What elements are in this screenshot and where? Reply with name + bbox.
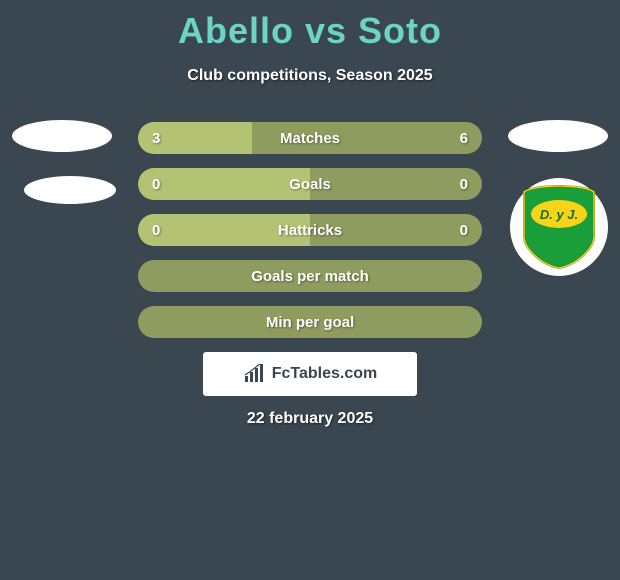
stat-row-matches: 3 Matches 6	[138, 122, 482, 154]
date-text: 22 february 2025	[247, 410, 373, 428]
stat-fill	[138, 168, 310, 200]
stat-label: Goals	[289, 176, 331, 193]
stat-label: Goals per match	[251, 268, 369, 285]
stat-left-value: 0	[152, 222, 160, 239]
stat-right-value: 0	[460, 176, 468, 193]
fctables-branding: FcTables.com	[203, 352, 417, 396]
stat-row-min-per-goal: Min per goal	[138, 306, 482, 338]
chart-icon	[243, 364, 267, 384]
stat-left-value: 3	[152, 130, 160, 147]
stat-left-value: 0	[152, 176, 160, 193]
svg-text:D. y J.: D. y J.	[540, 207, 578, 222]
fctables-label: FcTables.com	[272, 365, 378, 383]
stat-row-goals-per-match: Goals per match	[138, 260, 482, 292]
player-left-avatar-placeholder-1	[12, 120, 112, 152]
shield-icon: D. y J.	[520, 184, 598, 270]
stat-right-value: 0	[460, 222, 468, 239]
stat-row-hattricks: 0 Hattricks 0	[138, 214, 482, 246]
stat-label: Min per goal	[266, 314, 354, 331]
stat-label: Matches	[280, 130, 340, 147]
player-left-avatar-placeholder-2	[24, 176, 116, 204]
stat-row-goals: 0 Goals 0	[138, 168, 482, 200]
stat-right-value: 6	[460, 130, 468, 147]
stats-container: 3 Matches 6 0 Goals 0 0 Hattricks 0 Goal…	[138, 122, 482, 352]
team-badge: D. y J.	[510, 178, 608, 276]
subtitle: Club competitions, Season 2025	[0, 67, 620, 85]
stat-label: Hattricks	[278, 222, 342, 239]
page-title: Abello vs Soto	[0, 0, 620, 52]
player-right-avatar-placeholder	[508, 120, 608, 152]
